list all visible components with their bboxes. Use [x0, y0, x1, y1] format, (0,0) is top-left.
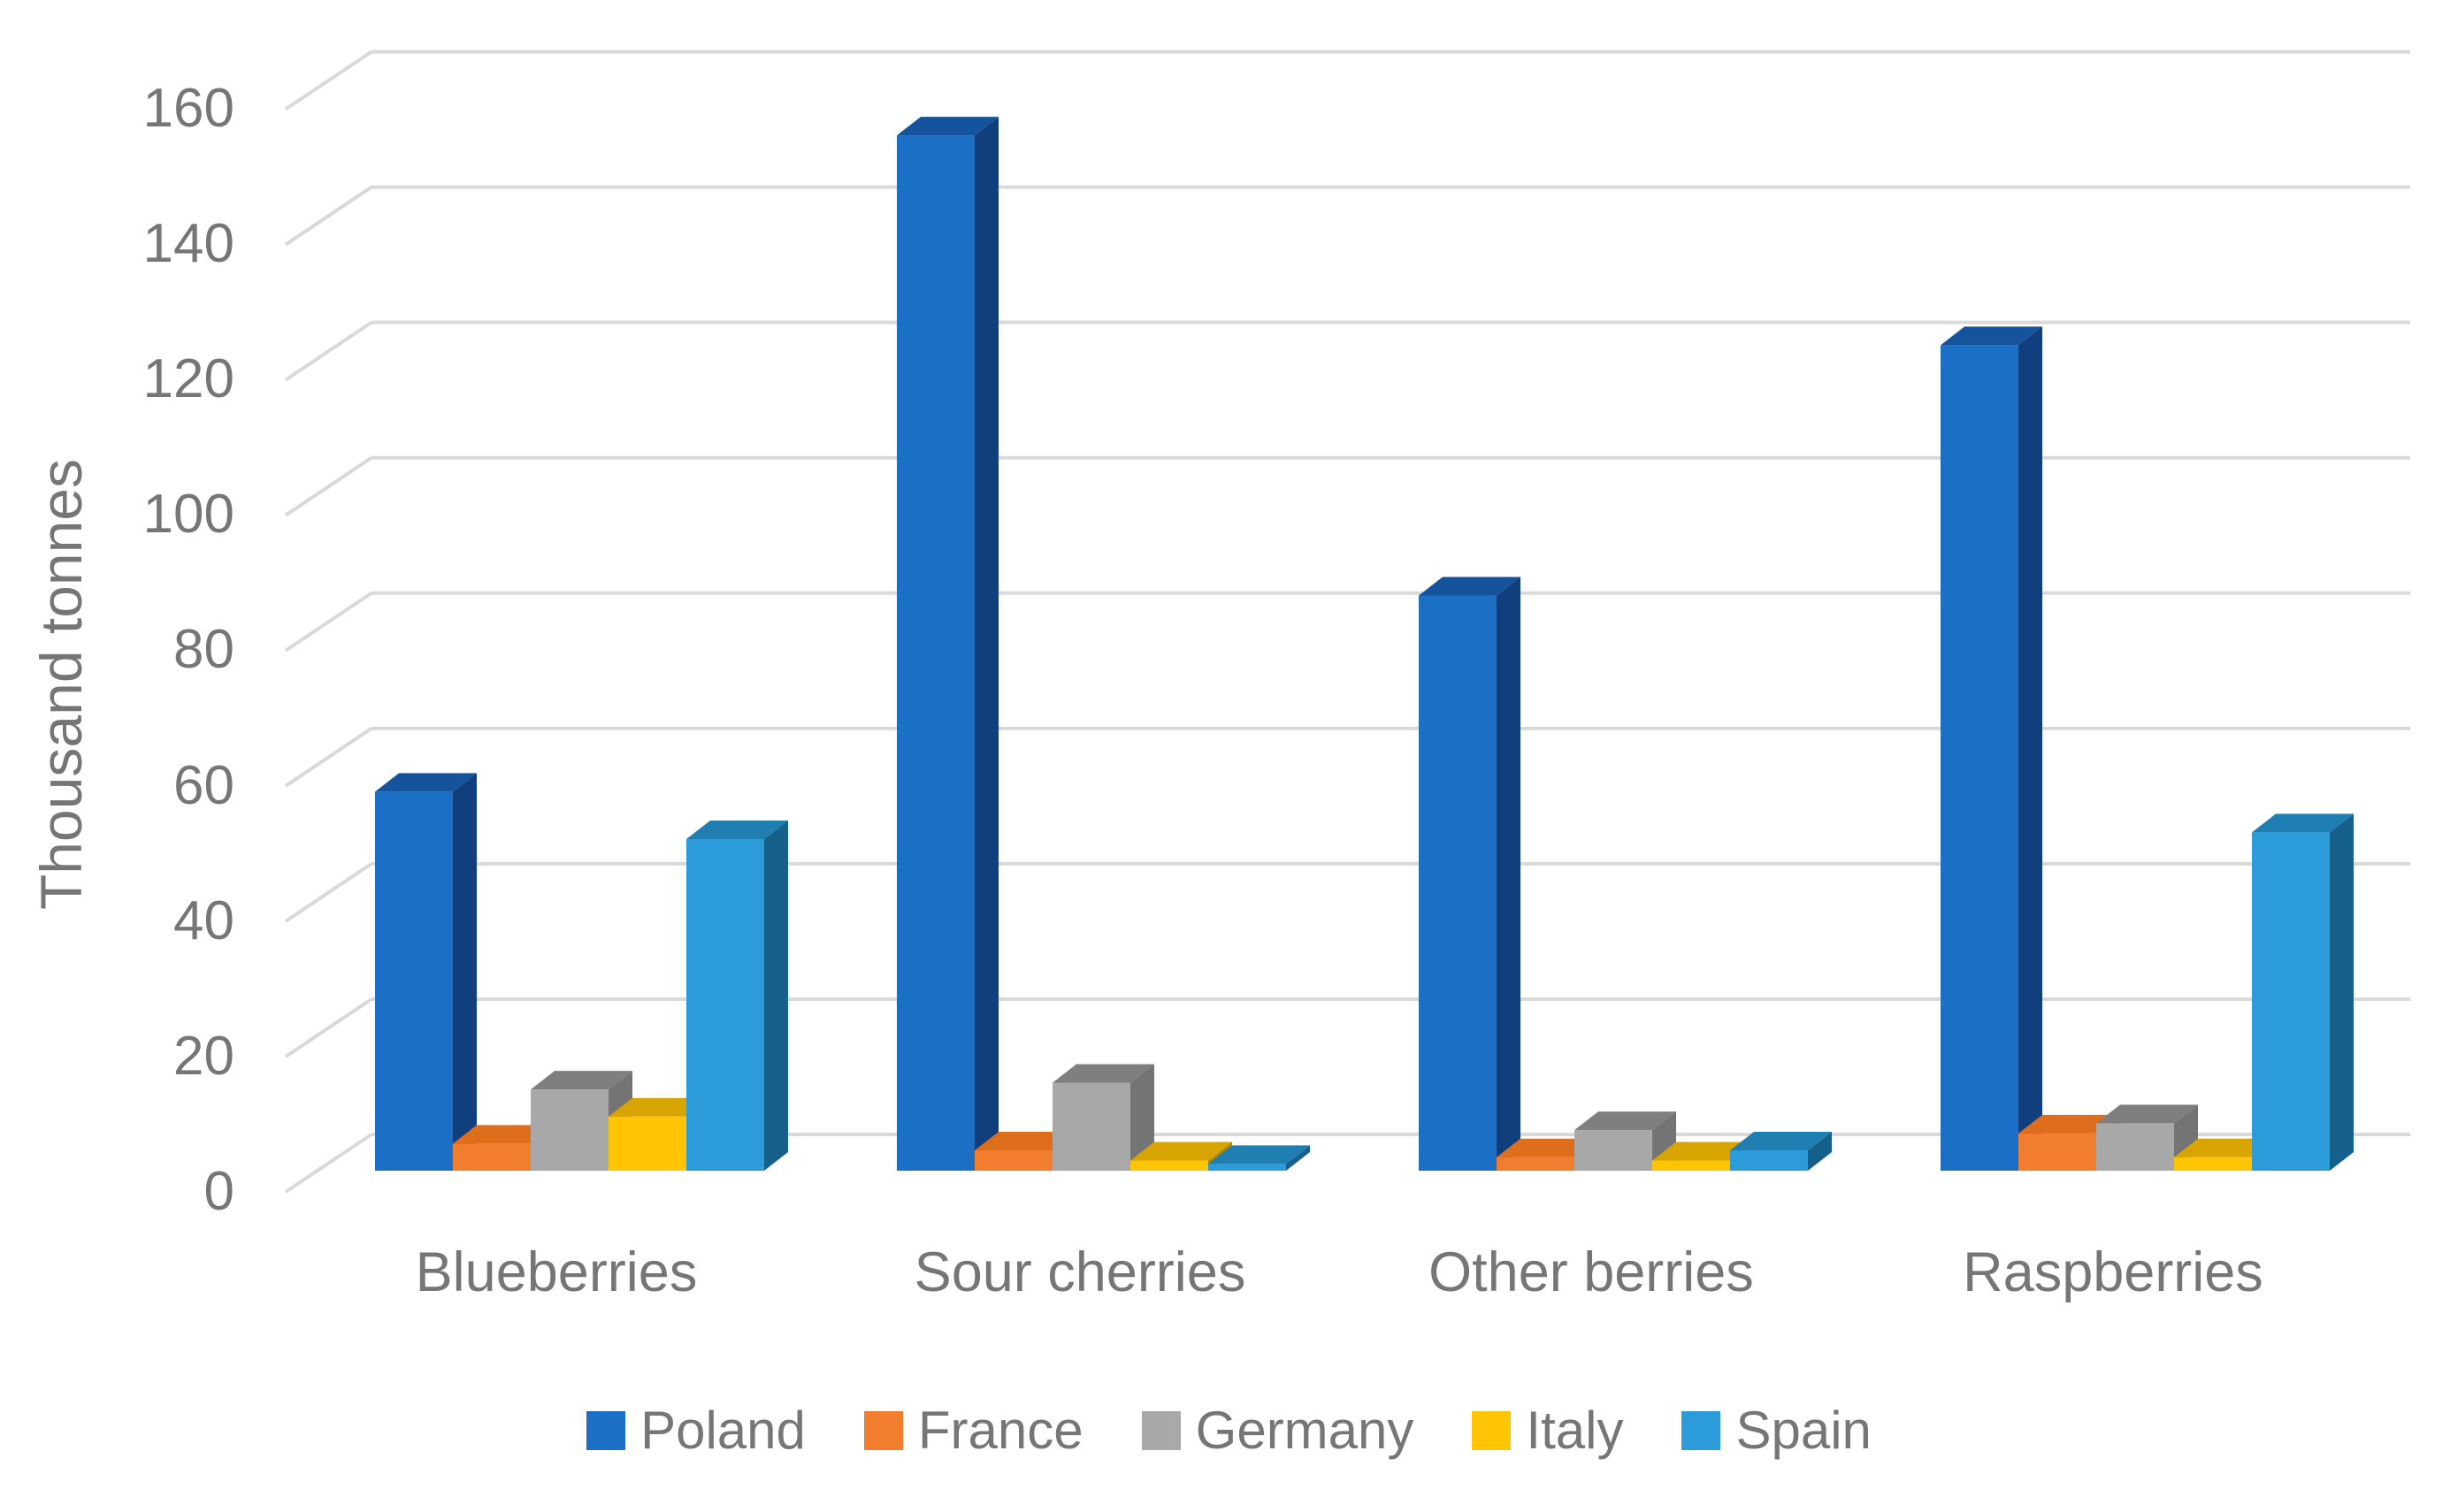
bar-poland-blueberries — [375, 791, 453, 1171]
bar-italy-raspberries — [2174, 1157, 2252, 1171]
y-tick-label: 80 — [173, 619, 234, 680]
bar-germany-raspberries-top — [2096, 1104, 2198, 1124]
y-tick-label: 160 — [142, 78, 234, 139]
bar-poland-blueberries-top — [375, 773, 477, 792]
y-tick-label: 40 — [173, 890, 234, 951]
legend-label: Germany — [1195, 1401, 1414, 1460]
category-label-raspberries: Raspberries — [1963, 1241, 2263, 1303]
bar-germany-sour-cherries-top — [1053, 1064, 1154, 1083]
bar-germany-other-berries — [1574, 1130, 1652, 1171]
bar-germany-blueberries — [531, 1089, 609, 1171]
legend-item-germany: Germany — [1141, 1401, 1414, 1460]
bar-spain-other-berries — [1730, 1150, 1808, 1171]
legend-item-spain: Spain — [1681, 1401, 1872, 1460]
bar-spain-blueberries-side — [764, 821, 788, 1171]
legend-item-italy: Italy — [1472, 1402, 1623, 1459]
bar-poland-blueberries-side — [453, 773, 477, 1171]
legend-color-icon — [1472, 1411, 1512, 1450]
y-tick-label: 60 — [173, 755, 234, 816]
gridline-slant — [284, 185, 373, 247]
bar-germany-sour-cherries-side — [1130, 1064, 1154, 1171]
legend-color-icon — [1681, 1411, 1721, 1450]
bar-poland-sour-cherries — [897, 135, 975, 1171]
category-label-other-berries: Other berries — [1428, 1241, 1754, 1303]
y-tick-label: 140 — [142, 213, 234, 274]
bar-france-other-berries-top — [1497, 1138, 1598, 1157]
gridline-slant — [284, 862, 373, 923]
bar-france-other-berries — [1497, 1157, 1574, 1171]
y-tick-label: 100 — [142, 484, 234, 545]
bar-italy-blueberries-top — [609, 1097, 710, 1117]
bar-italy-sour-cherries — [1130, 1160, 1208, 1171]
bar-spain-raspberries-side — [2330, 813, 2354, 1171]
bar-spain-sour-cherries-side — [1286, 1145, 1310, 1171]
gridline-slant — [284, 50, 373, 111]
bar-italy-raspberries-top — [2174, 1138, 2276, 1157]
bar-spain-other-berries-side — [1808, 1132, 1832, 1171]
bar-italy-other-berries-top — [1652, 1142, 1754, 1161]
legend-item-poland: Poland — [586, 1402, 806, 1459]
legend-label: Spain — [1735, 1401, 1872, 1460]
bar-germany-blueberries-top — [531, 1071, 632, 1090]
legend: Poland France Germany Italy Spain — [0, 1402, 2458, 1459]
y-tick-label: 0 — [203, 1161, 234, 1222]
bar-poland-other-berries-side — [1497, 577, 1520, 1171]
bar-poland-sour-cherries-side — [975, 117, 999, 1171]
bar-france-blueberries-top — [453, 1125, 555, 1144]
bar-germany-other-berries-top — [1574, 1111, 1676, 1131]
gridline-slant — [284, 456, 373, 517]
bar-france-sour-cherries — [975, 1150, 1053, 1171]
bar-france-raspberries-top — [2018, 1114, 2120, 1134]
bar-poland-other-berries-top — [1419, 577, 1520, 596]
bar-italy-sour-cherries-top — [1130, 1142, 1232, 1161]
bar-spain-blueberries-top — [686, 821, 788, 840]
legend-color-icon — [1141, 1411, 1181, 1450]
bar-france-raspberries — [2018, 1133, 2096, 1171]
gridline-slant — [284, 320, 373, 382]
legend-label: Italy — [1526, 1401, 1624, 1460]
y-tick-label: 20 — [173, 1026, 234, 1087]
bar-italy-other-berries — [1652, 1160, 1730, 1171]
bar-spain-other-berries-top — [1730, 1132, 1832, 1151]
bar-spain-raspberries-top — [2252, 813, 2354, 833]
bar-poland-other-berries — [1419, 595, 1497, 1171]
legend-item-france: France — [863, 1401, 1084, 1460]
bar-italy-blueberries — [609, 1116, 686, 1171]
bar-spain-sour-cherries — [1208, 1164, 1286, 1171]
legend-color-icon — [586, 1411, 626, 1450]
bar-poland-raspberries-top — [1941, 326, 2042, 346]
bar-spain-raspberries — [2252, 832, 2330, 1171]
bar-france-sour-cherries-top — [975, 1132, 1076, 1151]
bar-spain-sour-cherries-top — [1208, 1145, 1310, 1165]
legend-label: Poland — [640, 1401, 806, 1460]
gridline-slant — [284, 592, 373, 653]
legend-label: France — [917, 1401, 1084, 1460]
gridline-slant — [284, 997, 373, 1058]
gridline-slant — [284, 727, 373, 788]
legend-color-icon — [863, 1411, 903, 1450]
gridline-slant — [284, 1133, 373, 1194]
bar-poland-raspberries-side — [2018, 326, 2042, 1172]
category-label-sour-cherries: Sour cherries — [914, 1241, 1246, 1303]
bar-poland-raspberries — [1941, 345, 2018, 1172]
bar-poland-sour-cherries-top — [897, 117, 999, 136]
y-tick-label: 120 — [142, 348, 234, 409]
category-label-blueberries: Blueberries — [415, 1241, 698, 1303]
bar-germany-sour-cherries — [1053, 1082, 1130, 1171]
bar-spain-blueberries — [686, 839, 764, 1171]
bar-germany-raspberries — [2096, 1123, 2174, 1171]
bar-france-blueberries — [453, 1143, 531, 1171]
